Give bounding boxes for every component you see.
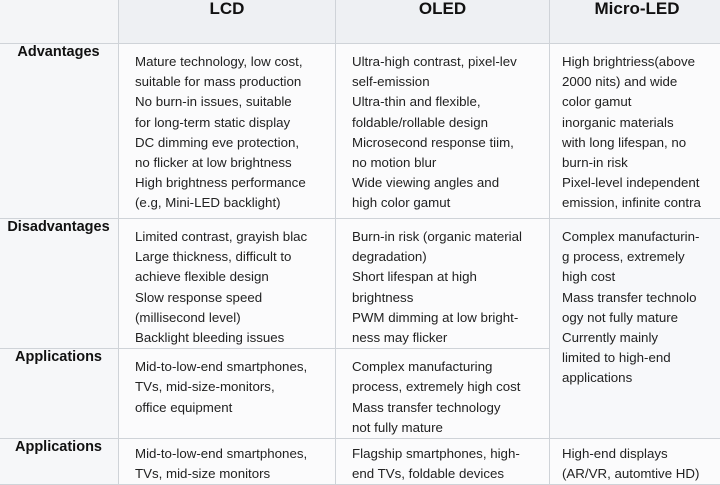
text-line: brightness xyxy=(352,288,543,308)
text-line: Microsecond response tiim, xyxy=(352,133,543,153)
text-line: Mid-to-low-end smartphones, xyxy=(135,444,329,464)
text-line: Slow response speed xyxy=(135,288,329,308)
text-line: self-emission xyxy=(352,72,543,92)
text-line: Mass transfer technology xyxy=(352,398,543,418)
text-line: g process, extremely xyxy=(562,247,718,267)
text-line: TVs, mid-size-monitors, xyxy=(135,377,329,397)
table-row: Disadvantages Limited contrast, grayish … xyxy=(0,219,720,349)
text-line: ogy not fully mature xyxy=(562,308,718,328)
text-line: for long-term static display xyxy=(135,113,329,133)
row-header-applications-2: Applications xyxy=(0,439,119,485)
text-line: Complex manufacturin- xyxy=(562,227,718,247)
text-line: end TVs, foldable devices xyxy=(352,464,543,484)
column-header-lcd: LCD xyxy=(119,0,336,44)
row-header-advantages: Advantages xyxy=(0,44,119,219)
text-line: limited to high-end xyxy=(562,348,718,368)
text-line: high cost xyxy=(562,267,718,287)
table-row: Advantages Mature technology, low cost, … xyxy=(0,44,720,219)
text-line: (AR/VR, automtive HD) xyxy=(562,464,718,484)
row-header-disadvantages: Disadvantages xyxy=(0,219,119,349)
header-row: LCD OLED Micro-LED xyxy=(0,0,720,44)
cell-lcd-applications-2: Mid-to-low-end smartphones, TVs, mid-siz… xyxy=(119,439,336,485)
cell-oled-advantages: Ultra-high contrast, pixel-lev self-emis… xyxy=(336,44,550,219)
text-line: no motion blur xyxy=(352,153,543,173)
text-line: Mass transfer technolo xyxy=(562,288,718,308)
text-line: Wide viewing angles and xyxy=(352,173,543,193)
text-line: TVs, mid-size monitors xyxy=(135,464,329,484)
table-row: Applications Mid-to-low-end smartphones,… xyxy=(0,439,720,485)
text-line: Mature technology, low cost, xyxy=(135,52,329,72)
cell-micro-led-disadvantages: Complex manufacturin- g process, extreme… xyxy=(550,219,720,439)
column-header-micro-led: Micro-LED xyxy=(550,0,720,44)
cell-oled-applications: Complex manufacturing process, extremely… xyxy=(336,349,550,439)
text-line: with long lifespan, no xyxy=(562,133,718,153)
text-line: 2000 nits) and wide xyxy=(562,72,718,92)
cell-lcd-advantages: Mature technology, low cost, suitable fo… xyxy=(119,44,336,219)
text-line: High-end displays xyxy=(562,444,718,464)
text-line: applications xyxy=(562,368,718,388)
text-line: Ultra-high contrast, pixel-lev xyxy=(352,52,543,72)
corner-cell xyxy=(0,0,119,44)
text-line: Burn-in risk (organic material xyxy=(352,227,543,247)
text-line: suitable for mass production xyxy=(135,72,329,92)
text-line: color gamut xyxy=(562,92,718,112)
text-line: PWM dimming at low bright- xyxy=(352,308,543,328)
text-line: foldable/rollable design xyxy=(352,113,543,133)
text-line: high color gamut xyxy=(352,193,543,213)
text-line: Pixel-level independent xyxy=(562,173,718,193)
text-line: emission, infinite contra xyxy=(562,193,718,213)
text-line: Currently mainly xyxy=(562,328,718,348)
cell-oled-disadvantages: Burn-in risk (organic material degradati… xyxy=(336,219,550,349)
cell-lcd-applications: Mid-to-low-end smartphones, TVs, mid-siz… xyxy=(119,349,336,439)
text-line: burn-in risk xyxy=(562,153,718,173)
text-line: ness may flicker xyxy=(352,328,543,348)
text-line: High brightriess(above xyxy=(562,52,718,72)
text-line: Large thickness, difficult to xyxy=(135,247,329,267)
text-line: inorganic materials xyxy=(562,113,718,133)
text-line: degradation) xyxy=(352,247,543,267)
text-line: process, extremely high cost xyxy=(352,377,543,397)
row-header-applications: Applications xyxy=(0,349,119,439)
text-line: DC dimming eve protection, xyxy=(135,133,329,153)
text-line: Flagship smartphones, high- xyxy=(352,444,543,464)
text-line: no flicker at low brightness xyxy=(135,153,329,173)
cell-micro-led-applications-2: High-end displays (AR/VR, automtive HD) xyxy=(550,439,720,485)
text-line: Complex manufacturing xyxy=(352,357,543,377)
cell-oled-applications-2: Flagship smartphones, high- end TVs, fol… xyxy=(336,439,550,485)
cell-lcd-disadvantages: Limited contrast, grayish blac Large thi… xyxy=(119,219,336,349)
text-line: (e.g, Mini-LED backlight) xyxy=(135,193,329,213)
text-line: Mid-to-low-end smartphones, xyxy=(135,357,329,377)
text-line: Backlight bleeding issues xyxy=(135,328,329,348)
text-line: office equipment xyxy=(135,398,329,418)
text-line: not fully mature xyxy=(352,418,543,438)
column-header-oled: OLED xyxy=(336,0,550,44)
text-line: (millisecond level) xyxy=(135,308,329,328)
cell-micro-led-advantages: High brightriess(above 2000 nits) and wi… xyxy=(550,44,720,219)
text-line: Short lifespan at high xyxy=(352,267,543,287)
text-line: No burn-in issues, suitable xyxy=(135,92,329,112)
text-line: Ultra-thin and flexible, xyxy=(352,92,543,112)
text-line: High brightness performance xyxy=(135,173,329,193)
text-line: Limited contrast, grayish blac xyxy=(135,227,329,247)
text-line: achieve flexible design xyxy=(135,267,329,287)
